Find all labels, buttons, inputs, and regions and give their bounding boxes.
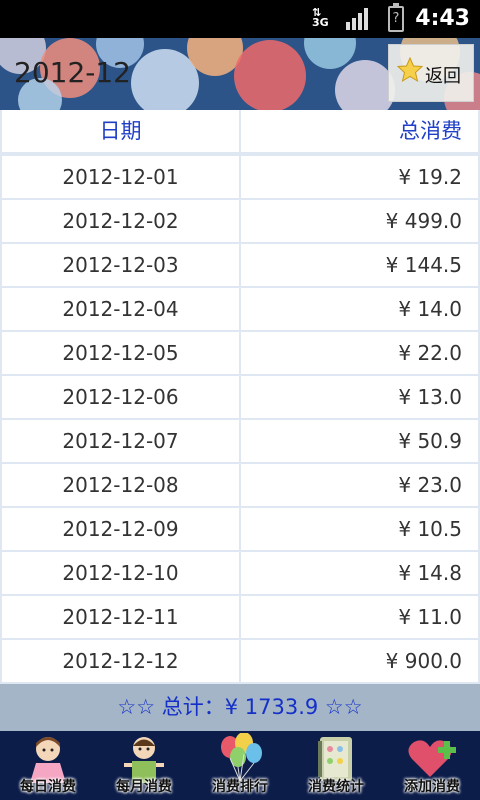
row-amount: ¥ 900.0 xyxy=(241,640,478,682)
clock: 4:43 xyxy=(415,6,470,31)
row-amount: ¥ 499.0 xyxy=(241,200,478,242)
table-row[interactable]: 2012-12-04 ¥ 14.0 xyxy=(0,288,480,330)
row-date: 2012-12-09 xyxy=(2,508,239,550)
tab-label: 每日消费 xyxy=(20,779,76,795)
table-row[interactable]: 2012-12-03 ¥ 144.5 xyxy=(0,244,480,286)
bottom-tab-bar: 每日消费 每月消费 消费排行 消费统计 xyxy=(0,731,480,800)
table-row[interactable]: 2012-12-07 ¥ 50.9 xyxy=(0,420,480,462)
row-amount: ¥ 10.5 xyxy=(241,508,478,550)
table-row[interactable]: 2012-12-05 ¥ 22.0 xyxy=(0,332,480,374)
row-date: 2012-12-01 xyxy=(2,156,239,198)
row-date: 2012-12-03 xyxy=(2,244,239,286)
column-header-date: 日期 xyxy=(2,110,239,152)
monthly-total: ☆☆ 总计：¥ 1733.9 ☆☆ xyxy=(0,684,480,731)
tab-label: 添加消费 xyxy=(404,779,460,795)
tab-expense-statistics[interactable]: 消费统计 xyxy=(288,731,384,800)
boy-icon xyxy=(124,737,164,783)
table-header-row: 日期 总消费 xyxy=(0,110,480,152)
row-date: 2012-12-08 xyxy=(2,464,239,506)
tab-monthly-expense[interactable]: 每月消费 xyxy=(96,731,192,800)
tab-label: 每月消费 xyxy=(116,779,172,795)
girl-icon xyxy=(30,737,66,783)
tab-daily-expense[interactable]: 每日消费 xyxy=(0,731,96,800)
page-title: 2012-12 xyxy=(14,56,131,89)
row-date: 2012-12-10 xyxy=(2,552,239,594)
row-date: 2012-12-05 xyxy=(2,332,239,374)
battery-unknown-icon: ? xyxy=(388,3,404,32)
row-date: 2012-12-02 xyxy=(2,200,239,242)
table-row[interactable]: 2012-12-01 ¥ 19.2 xyxy=(0,156,480,198)
row-date: 2012-12-06 xyxy=(2,376,239,418)
row-amount: ¥ 50.9 xyxy=(241,420,478,462)
row-date: 2012-12-11 xyxy=(2,596,239,638)
row-date: 2012-12-04 xyxy=(2,288,239,330)
heart-add-icon xyxy=(408,740,456,777)
row-amount: ¥ 11.0 xyxy=(241,596,478,638)
network-3g-icon: ⇅ 3G xyxy=(312,6,329,29)
tab-label: 消费排行 xyxy=(212,779,268,795)
back-button[interactable]: 返回 xyxy=(388,44,474,102)
row-amount: ¥ 14.0 xyxy=(241,288,478,330)
column-header-amount: 总消费 xyxy=(241,110,478,152)
row-amount: ¥ 13.0 xyxy=(241,376,478,418)
daily-expense-table: 日期 总消费 2012-12-01 ¥ 19.2 2012-12-02 ¥ 49… xyxy=(0,110,480,684)
row-amount: ¥ 23.0 xyxy=(241,464,478,506)
row-amount: ¥ 22.0 xyxy=(241,332,478,374)
row-amount: ¥ 19.2 xyxy=(241,156,478,198)
row-date: 2012-12-12 xyxy=(2,640,239,682)
table-row[interactable]: 2012-12-09 ¥ 10.5 xyxy=(0,508,480,550)
row-amount: ¥ 144.5 xyxy=(241,244,478,286)
table-row[interactable]: 2012-12-11 ¥ 11.0 xyxy=(0,596,480,638)
table-row[interactable]: 2012-12-10 ¥ 14.8 xyxy=(0,552,480,594)
signal-icon xyxy=(346,8,368,30)
table-row[interactable]: 2012-12-08 ¥ 23.0 xyxy=(0,464,480,506)
row-amount: ¥ 14.8 xyxy=(241,552,478,594)
back-button-label: 返回 xyxy=(425,66,461,87)
notebook-icon xyxy=(318,737,352,781)
table-row[interactable]: 2012-12-02 ¥ 499.0 xyxy=(0,200,480,242)
table-row[interactable]: 2012-12-12 ¥ 900.0 xyxy=(0,640,480,682)
table-row[interactable]: 2012-12-06 ¥ 13.0 xyxy=(0,376,480,418)
balloons-icon xyxy=(221,733,262,782)
tab-label: 消费统计 xyxy=(308,779,364,795)
tab-add-expense[interactable]: 添加消费 xyxy=(384,731,480,800)
tab-expense-ranking[interactable]: 消费排行 xyxy=(192,731,288,800)
row-date: 2012-12-07 xyxy=(2,420,239,462)
star-icon xyxy=(397,57,423,83)
status-bar: ⇅ 3G ? 4:43 xyxy=(0,0,480,38)
page-header: 2012-12 返回 xyxy=(0,38,480,110)
